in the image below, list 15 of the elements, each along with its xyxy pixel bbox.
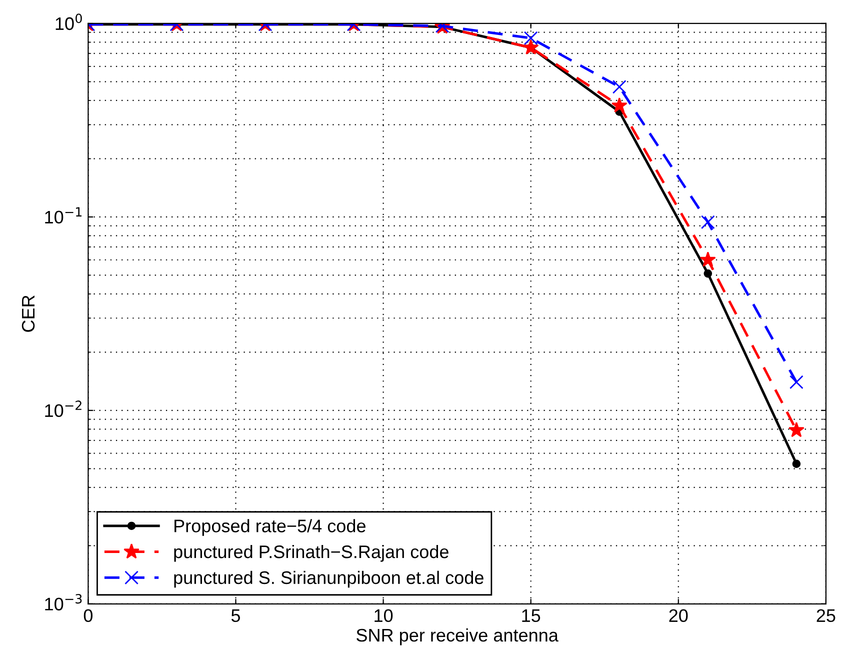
legend-label: punctured P.Srinath−S.Rajan code (174, 544, 448, 562)
x-tick-label: 20 (669, 609, 688, 622)
x-tick-label: 0 (84, 609, 93, 622)
y-tick-label: 10$^{−3}$ (45, 594, 82, 610)
x-tick-label: 10 (374, 609, 393, 622)
x-tick-label: 25 (816, 609, 836, 622)
legend-label: Proposed rate−5/4 code (174, 519, 366, 536)
x-tick-label: 5 (231, 609, 240, 622)
y-axis-title: CER (22, 295, 35, 332)
x-axis-title: SNR per receive antenna (356, 628, 558, 646)
legend-label: punctured S. Sirianunpiboon et.al code (174, 570, 484, 588)
y-tick-label: 10$^{−1}$ (45, 207, 82, 224)
y-tick-label: 10$^{0}$ (56, 14, 82, 30)
y-tick-label: 10$^{−2}$ (45, 400, 82, 418)
x-tick-label: 15 (522, 609, 540, 622)
